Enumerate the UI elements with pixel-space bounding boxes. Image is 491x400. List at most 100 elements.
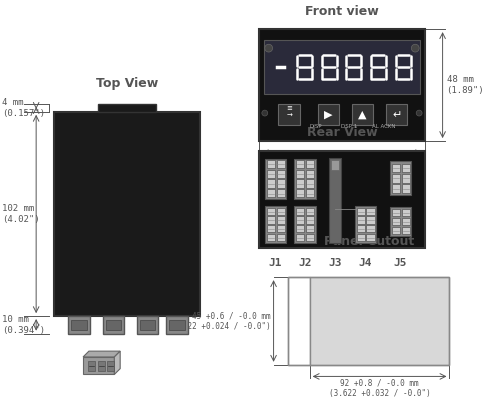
Text: ↵: ↵	[392, 110, 401, 120]
Bar	[276, 225, 285, 232]
Bar	[267, 160, 275, 168]
Text: DISP: DISP	[309, 124, 322, 129]
Circle shape	[265, 44, 273, 52]
Bar	[318, 104, 339, 126]
Text: Front view: Front view	[305, 4, 379, 18]
Bar	[267, 225, 275, 232]
Bar	[329, 158, 341, 243]
Bar	[276, 216, 285, 224]
Bar	[265, 206, 286, 243]
Bar	[71, 320, 87, 330]
Bar	[108, 361, 114, 370]
Bar	[137, 316, 158, 334]
Text: Panel Cutout: Panel Cutout	[324, 235, 414, 248]
Bar	[267, 234, 275, 241]
Text: 4 mm
(0.157"): 4 mm (0.157")	[2, 98, 45, 118]
Bar	[68, 316, 90, 334]
Bar	[352, 104, 373, 126]
Text: ≡
→: ≡ →	[286, 105, 292, 118]
Bar	[276, 208, 285, 215]
Bar	[306, 208, 314, 215]
Bar	[392, 174, 400, 182]
Bar	[392, 164, 400, 172]
Bar	[267, 180, 275, 188]
Text: Top View: Top View	[96, 78, 158, 90]
Bar	[306, 216, 314, 224]
Bar	[294, 206, 316, 243]
Polygon shape	[83, 351, 120, 357]
Bar	[276, 234, 285, 241]
Bar	[296, 234, 304, 241]
Text: J4: J4	[358, 258, 372, 268]
Text: 48 mm
(1.89"): 48 mm (1.89")	[446, 76, 484, 95]
Bar	[402, 174, 410, 182]
Bar	[276, 189, 285, 198]
Circle shape	[416, 110, 422, 116]
Bar	[169, 320, 185, 330]
Bar	[296, 216, 304, 224]
Bar	[306, 170, 314, 178]
Bar	[306, 189, 314, 198]
Bar	[296, 225, 304, 232]
Bar	[390, 207, 411, 236]
Text: J2: J2	[298, 258, 312, 268]
Bar	[331, 160, 339, 170]
Bar	[140, 320, 155, 330]
Bar	[356, 208, 365, 215]
Bar	[276, 170, 285, 178]
Bar	[276, 160, 285, 168]
Bar	[265, 158, 286, 199]
Bar	[402, 209, 410, 216]
Bar	[276, 180, 285, 188]
Bar	[392, 209, 400, 216]
Polygon shape	[83, 357, 114, 374]
Circle shape	[262, 110, 268, 116]
Bar	[166, 316, 188, 334]
Text: 96 mm (3.78"): 96 mm (3.78")	[307, 155, 377, 164]
Bar	[296, 160, 304, 168]
Bar	[355, 206, 376, 243]
Bar	[356, 225, 365, 232]
Bar	[259, 29, 425, 141]
Bar	[310, 277, 449, 365]
Bar	[54, 112, 200, 316]
Bar	[267, 208, 275, 215]
Text: ▲: ▲	[358, 110, 367, 120]
Bar	[356, 234, 365, 241]
Bar	[288, 277, 310, 365]
Polygon shape	[114, 351, 120, 374]
Text: 92 +0.8 / -0.0 mm
(3.622 +0.032 / -0.0"): 92 +0.8 / -0.0 mm (3.622 +0.032 / -0.0")	[328, 378, 431, 398]
Bar	[296, 208, 304, 215]
Bar	[386, 104, 408, 126]
Bar	[88, 361, 95, 370]
Bar	[288, 277, 449, 365]
Text: 10 mm
(0.394"): 10 mm (0.394")	[2, 315, 45, 334]
Bar	[267, 170, 275, 178]
Bar	[259, 151, 425, 248]
Text: J1: J1	[269, 258, 282, 268]
Bar	[366, 234, 375, 241]
Bar	[306, 180, 314, 188]
Text: J3: J3	[328, 258, 342, 268]
Bar	[106, 320, 121, 330]
Bar	[366, 225, 375, 232]
Bar	[296, 180, 304, 188]
Bar	[402, 184, 410, 192]
Bar	[306, 225, 314, 232]
Bar	[98, 104, 156, 112]
Bar	[267, 189, 275, 198]
Bar	[392, 227, 400, 234]
Bar	[366, 216, 375, 224]
Bar	[402, 218, 410, 225]
Bar	[306, 234, 314, 241]
Bar	[392, 218, 400, 225]
Text: J5: J5	[394, 258, 408, 268]
Circle shape	[411, 44, 419, 52]
Bar	[294, 158, 316, 199]
Bar	[356, 216, 365, 224]
Text: DSP 1: DSP 1	[341, 124, 357, 129]
Text: 45 +0.6 / -0.0 mm
(1.722 +0.024 / -0.0"): 45 +0.6 / -0.0 mm (1.722 +0.024 / -0.0")	[169, 311, 271, 331]
Text: 102 mm
(4.02"): 102 mm (4.02")	[2, 204, 40, 224]
Text: ▶: ▶	[324, 110, 332, 120]
Bar	[306, 160, 314, 168]
